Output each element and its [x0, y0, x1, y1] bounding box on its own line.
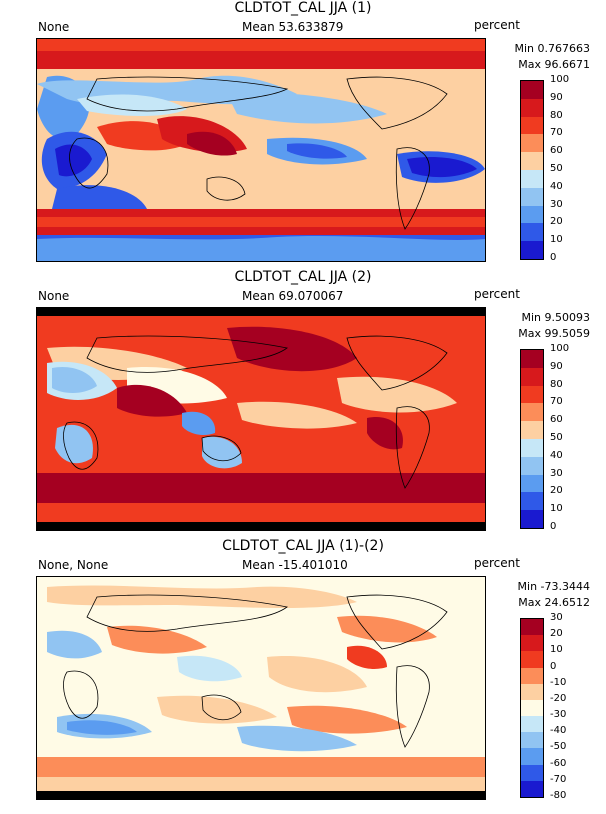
colorbar-segment: [521, 764, 543, 782]
panel-title: CLDTOT_CAL JJA (1)-(2): [222, 538, 384, 554]
colorbar-segment: [521, 699, 543, 717]
colorbar-segment: [521, 651, 543, 669]
colorbar-tick-label: 50: [550, 432, 563, 443]
colorbar-segment: [521, 439, 543, 458]
colorbar-segment: [521, 170, 543, 189]
colorbar-segment: [521, 456, 543, 476]
mean-label: Mean 53.633879: [242, 20, 344, 34]
colorbar-segment: [521, 421, 543, 440]
colorbar-tick-label: 30: [550, 467, 563, 479]
colorbar: [520, 618, 544, 798]
colorbar-tick-label: 20: [550, 628, 563, 640]
colorbar-tick-label: 60: [550, 414, 563, 426]
colorbar-tick-label: 60: [550, 145, 563, 157]
colorbar-tick-label: 10: [550, 503, 563, 515]
colorbar-segment: [521, 716, 543, 733]
min-label: Min -73.3444: [517, 580, 590, 593]
colorbar-tick-label: 40: [550, 180, 563, 192]
colorbar-tick-label: 20: [550, 485, 563, 497]
colorbar-tick-label: 70: [550, 396, 563, 408]
mean-label: Mean 69.070067: [242, 289, 344, 303]
colorbar-segment: [521, 205, 543, 224]
map-panel-2: CLDTOT_CAL JJA (2) None Mean 69.070067 p…: [0, 269, 606, 539]
colorbar-tick-label: 0: [550, 521, 557, 532]
colorbar-tick-label: 10: [550, 644, 563, 656]
map-panel-3: CLDTOT_CAL JJA (1)-(2) None, None Mean -…: [0, 538, 606, 808]
units-label: percent: [474, 556, 520, 570]
colorbar-tick-label: -60: [550, 757, 567, 769]
min-label: Min 0.767663: [514, 42, 590, 55]
colorbar-segment: [521, 667, 543, 685]
colorbar-tick-label: 90: [550, 91, 563, 103]
case-label: None: [38, 289, 70, 303]
colorbar-segment: [521, 116, 543, 135]
colorbar-tick-label: 30: [550, 198, 563, 210]
case-label: None, None: [38, 558, 109, 572]
colorbar-tick-label: 20: [550, 216, 563, 228]
colorbar-segment: [521, 187, 543, 207]
colorbar-segment: [521, 223, 543, 242]
colorbar-segment: [521, 635, 543, 652]
colorbar-tick-label: 10: [550, 234, 563, 246]
colorbar-tick-label: -50: [550, 741, 567, 753]
colorbar-tick-label: 0: [550, 252, 557, 263]
colorbar-segment: [521, 619, 543, 636]
units-label: percent: [474, 287, 520, 301]
colorbar-tick-label: 0: [550, 660, 557, 672]
mean-label: Mean -15.401010: [242, 558, 348, 572]
colorbar-segment: [521, 474, 543, 493]
colorbar-tick-label: -10: [550, 676, 567, 688]
panel-title: CLDTOT_CAL JJA (2): [234, 269, 372, 285]
colorbar-segment: [521, 241, 543, 260]
max-label: Max 24.6512: [518, 596, 590, 609]
colorbar-segment: [521, 748, 543, 766]
colorbar-tick-label: -40: [550, 725, 567, 737]
colorbar-segment: [521, 152, 543, 171]
map-plot: [36, 576, 486, 800]
colorbar-tick-label: 80: [550, 109, 563, 121]
colorbar-segment: [521, 683, 543, 701]
max-label: Max 99.5059: [518, 327, 590, 340]
colorbar-segment: [521, 732, 543, 749]
colorbar-tick-label: -20: [550, 692, 567, 704]
colorbar-tick-label: -80: [550, 790, 567, 801]
units-label: percent: [474, 18, 520, 32]
colorbar-segment: [521, 510, 543, 529]
max-label: Max 96.6671: [518, 58, 590, 71]
map-panel-1: CLDTOT_CAL JJA (1) None Mean 53.633879 p…: [0, 0, 606, 270]
map-plot: [36, 38, 486, 262]
colorbar: [520, 80, 544, 260]
colorbar-tick-label: 80: [550, 378, 563, 390]
panel-title: CLDTOT_CAL JJA (1): [234, 0, 372, 16]
colorbar-tick-label: -70: [550, 773, 567, 785]
colorbar-segment: [521, 385, 543, 404]
colorbar-tick-label: -30: [550, 709, 567, 721]
map-plot: [36, 307, 486, 531]
colorbar-segment: [521, 367, 543, 387]
case-label: None: [38, 20, 70, 34]
colorbar-tick-label: 100: [550, 74, 570, 85]
colorbar-segment: [521, 350, 543, 369]
colorbar: [520, 349, 544, 529]
colorbar-tick-label: 50: [550, 163, 563, 174]
colorbar-segment: [521, 492, 543, 511]
colorbar-segment: [521, 98, 543, 118]
colorbar-segment: [521, 403, 543, 422]
colorbar-tick-label: 70: [550, 127, 563, 139]
colorbar-tick-label: 100: [550, 343, 570, 354]
colorbar-tick-label: 90: [550, 360, 563, 372]
colorbar-segment: [521, 780, 543, 798]
colorbar-segment: [521, 81, 543, 100]
colorbar-tick-label: 30: [550, 612, 563, 623]
colorbar-segment: [521, 134, 543, 153]
colorbar-tick-label: 40: [550, 449, 563, 461]
min-label: Min 9.50093: [521, 311, 590, 324]
